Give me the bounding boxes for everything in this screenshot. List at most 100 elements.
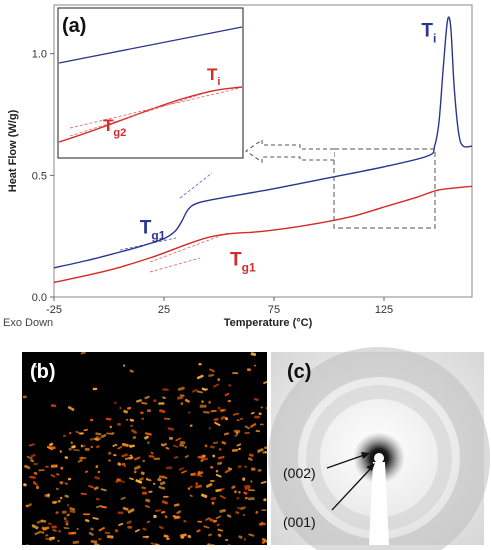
crystallite-speckle [127,525,133,529]
crystallite-speckle [232,412,240,416]
crystallite-speckle [248,533,255,537]
crystallite-speckle [234,433,239,437]
crystallite-speckle [200,457,208,461]
crystallite-speckle [263,498,267,502]
crystallite-speckle [90,527,94,531]
crystallite-speckle [254,415,260,419]
crystallite-speckle [69,509,76,514]
crystallite-speckle [233,429,241,433]
crystallite-speckle [142,527,147,531]
crystallite-speckle [72,540,80,544]
crystallite-speckle [196,390,203,394]
crystallite-speckle [141,402,148,405]
crystallite-speckle [49,536,55,540]
crystallite-speckle [166,537,170,541]
crystallite-speckle [93,486,99,491]
crystallite-speckle [142,491,147,495]
crystallite-speckle [98,538,102,541]
crystallite-speckle [250,352,257,357]
crystallite-speckle [59,496,63,500]
crystallite-speckle [119,406,122,410]
crystallite-speckle [165,446,170,450]
crystallite-speckle [179,441,186,445]
crystallite-speckle [48,442,54,447]
x-tick-label: 25 [158,304,170,316]
crystallite-speckle [117,446,123,450]
x-tick-label: 75 [268,304,280,316]
crystallite-speckle [162,388,169,391]
crystallite-speckle [146,409,151,413]
crystallite-speckle [148,490,153,493]
crystallite-speckle [236,419,240,422]
crystallite-speckle [98,526,105,532]
crystallite-speckle [213,417,219,422]
crystallite-speckle [198,474,203,478]
crystallite-speckle [204,444,208,448]
crystallite-speckle [261,537,267,543]
zoom-region-box [333,148,436,229]
crystallite-speckle [64,482,69,485]
inset-plot: (a) Ti Tg2 [57,7,244,159]
crystallite-speckle [48,522,52,526]
crystallite-speckle [68,531,74,535]
crystallite-speckle [243,491,248,495]
crystallite-speckle [176,510,182,515]
crystallite-speckle [205,517,210,521]
crystallite-speckle [133,465,141,471]
inset-tangent-1 [69,87,241,129]
crystallite-speckle [61,510,67,514]
crystallite-speckle [26,455,33,460]
crystallite-speckle [264,446,267,450]
crystallite-speckle [164,515,168,519]
crystallite-speckle [122,364,126,367]
crystallite-speckle [248,497,255,501]
crystallite-speckle [242,513,246,517]
crystallite-speckle [177,386,185,391]
crystallite-speckle [196,529,201,533]
crystallite-speckle [163,495,169,498]
crystallite-speckle [75,430,80,434]
diffraction-panel: (002) (001) (c) [268,347,490,550]
crystallite-speckle [79,432,84,435]
crystallite-speckle [90,445,93,449]
crystallite-speckle [77,459,83,463]
crystallite-speckle [217,461,223,465]
crystallite-speckle [224,417,229,421]
crystallite-speckle [189,424,193,427]
crystallite-speckle [213,519,218,523]
crystallite-speckle [260,406,264,409]
crystallite-speckle [173,503,180,507]
crystallite-speckle [95,435,102,441]
crystallite-speckle [238,447,241,450]
crystallite-speckle [122,506,129,511]
crystallite-speckle [247,489,255,492]
crystallite-speckle [85,470,88,473]
crystallite-speckle [219,494,226,499]
crystallite-speckle [132,436,137,440]
crystallite-speckle [260,521,266,526]
crystallite-speckle [144,395,150,400]
crystallite-speckle [127,508,135,514]
y-axis: 0.0 0.5 1.0 [32,49,54,304]
crystallite-speckle [34,530,42,536]
crystallite-speckle [145,536,149,539]
crystallite-speckle [190,472,196,477]
y-tick-label: 0.5 [32,170,47,182]
beam-center [374,453,384,463]
crystallite-speckle [237,465,242,469]
crystallite-speckle [162,396,166,400]
crystallite-speckle [184,398,190,403]
crystallite-speckle [140,471,145,476]
crystallite-speckle [187,534,192,539]
crystallite-speckle [31,524,39,530]
crystallite-speckle [63,526,70,530]
crystallite-speckle [26,503,32,508]
crystallite-speckle [50,404,57,408]
crystallite-speckle [238,491,241,494]
crystallite-speckle [235,511,240,515]
crystallite-speckle [263,380,267,385]
crystallite-speckle [161,500,168,505]
crystallite-speckle [55,487,59,491]
crystallite-speckle [173,444,179,448]
crystallite-speckle [210,466,214,469]
